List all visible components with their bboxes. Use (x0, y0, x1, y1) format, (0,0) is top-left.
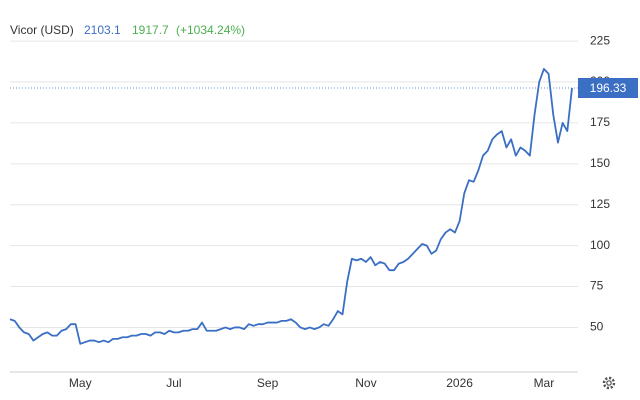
x-tick-label: May (69, 376, 92, 390)
x-tick-label: Sep (257, 376, 279, 390)
y-tick-label: 175 (590, 115, 610, 129)
last-price-tag (578, 78, 638, 99)
settings-icon[interactable] (602, 376, 616, 390)
y-tick-label: 75 (590, 279, 604, 293)
last-price-label: 196.33 (590, 81, 627, 95)
y-tick-label: 125 (590, 197, 610, 211)
x-tick-label: 2026 (446, 376, 473, 390)
price-line (9, 68, 573, 345)
x-tick-label: Nov (355, 376, 376, 390)
header-change-pct: (+1034.24%) (176, 23, 245, 37)
header-price: 2103.1 (84, 23, 121, 37)
y-tick-label: 150 (590, 156, 610, 170)
chart-title: Vicor (USD) (10, 23, 74, 37)
x-tick-label: Mar (534, 376, 555, 390)
header-change: 1917.7 (132, 23, 169, 37)
y-tick-label: 225 (590, 33, 610, 47)
x-tick-label: Jul (166, 376, 181, 390)
y-tick-label: 50 (590, 320, 604, 334)
y-tick-label: 100 (590, 238, 610, 252)
